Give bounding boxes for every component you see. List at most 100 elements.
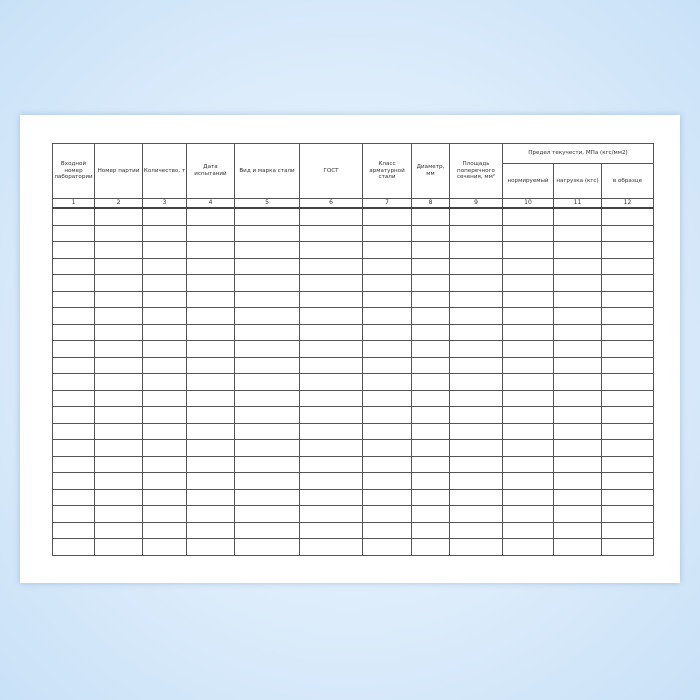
table-cell[interactable] (502, 422, 554, 440)
table-cell[interactable] (52, 356, 95, 374)
table-cell[interactable] (601, 373, 654, 391)
table-cell[interactable] (299, 538, 363, 556)
table-cell[interactable] (299, 505, 363, 523)
table-cell[interactable] (449, 472, 503, 490)
table-cell[interactable] (52, 224, 95, 242)
table-cell[interactable] (411, 439, 450, 457)
table-cell[interactable] (362, 257, 412, 275)
table-cell[interactable] (502, 290, 554, 308)
table-cell[interactable] (94, 340, 143, 358)
table-cell[interactable] (362, 521, 412, 539)
table-cell[interactable] (601, 439, 654, 457)
table-cell[interactable] (601, 323, 654, 341)
table-cell[interactable] (142, 290, 187, 308)
table-cell[interactable] (449, 389, 503, 407)
table-cell[interactable] (94, 274, 143, 292)
table-cell[interactable] (94, 323, 143, 341)
table-cell[interactable] (362, 290, 412, 308)
table-cell[interactable] (142, 257, 187, 275)
table-cell[interactable] (186, 257, 235, 275)
table-cell[interactable] (234, 257, 300, 275)
table-cell[interactable] (52, 422, 95, 440)
table-cell[interactable] (234, 340, 300, 358)
table-cell[interactable] (234, 290, 300, 308)
table-cell[interactable] (186, 274, 235, 292)
table-cell[interactable] (52, 488, 95, 506)
table-cell[interactable] (601, 274, 654, 292)
table-cell[interactable] (411, 340, 450, 358)
table-cell[interactable] (553, 521, 602, 539)
table-cell[interactable] (411, 455, 450, 473)
table-cell[interactable] (52, 307, 95, 325)
table-cell[interactable] (299, 241, 363, 259)
table-cell[interactable] (411, 373, 450, 391)
table-cell[interactable] (449, 373, 503, 391)
table-cell[interactable] (553, 505, 602, 523)
table-cell[interactable] (234, 373, 300, 391)
table-cell[interactable] (601, 307, 654, 325)
table-cell[interactable] (362, 488, 412, 506)
table-cell[interactable] (362, 538, 412, 556)
table-cell[interactable] (362, 207, 412, 226)
table-cell[interactable] (449, 274, 503, 292)
table-cell[interactable] (502, 323, 554, 341)
table-cell[interactable] (553, 340, 602, 358)
table-cell[interactable] (411, 307, 450, 325)
table-cell[interactable] (299, 455, 363, 473)
table-cell[interactable] (234, 538, 300, 556)
table-cell[interactable] (94, 257, 143, 275)
table-cell[interactable] (502, 373, 554, 391)
table-cell[interactable] (449, 241, 503, 259)
table-cell[interactable] (52, 290, 95, 308)
table-cell[interactable] (449, 207, 503, 226)
table-cell[interactable] (94, 241, 143, 259)
table-cell[interactable] (553, 274, 602, 292)
table-cell[interactable] (142, 373, 187, 391)
table-cell[interactable] (234, 307, 300, 325)
table-cell[interactable] (553, 241, 602, 259)
table-cell[interactable] (52, 323, 95, 341)
table-cell[interactable] (142, 406, 187, 424)
table-cell[interactable] (449, 323, 503, 341)
table-cell[interactable] (142, 356, 187, 374)
table-cell[interactable] (299, 406, 363, 424)
table-cell[interactable] (299, 207, 363, 226)
table-cell[interactable] (502, 505, 554, 523)
table-cell[interactable] (142, 521, 187, 539)
table-cell[interactable] (186, 356, 235, 374)
table-cell[interactable] (502, 356, 554, 374)
table-cell[interactable] (411, 521, 450, 539)
table-cell[interactable] (502, 406, 554, 424)
table-cell[interactable] (553, 257, 602, 275)
table-cell[interactable] (362, 472, 412, 490)
table-cell[interactable] (234, 488, 300, 506)
table-cell[interactable] (411, 505, 450, 523)
table-cell[interactable] (502, 389, 554, 407)
table-cell[interactable] (142, 241, 187, 259)
table-cell[interactable] (94, 455, 143, 473)
table-cell[interactable] (299, 521, 363, 539)
table-cell[interactable] (362, 356, 412, 374)
table-cell[interactable] (553, 538, 602, 556)
table-cell[interactable] (553, 207, 602, 226)
table-cell[interactable] (142, 340, 187, 358)
table-cell[interactable] (553, 488, 602, 506)
table-cell[interactable] (52, 505, 95, 523)
table-cell[interactable] (362, 323, 412, 341)
table-cell[interactable] (362, 241, 412, 259)
table-cell[interactable] (234, 323, 300, 341)
table-cell[interactable] (362, 406, 412, 424)
table-cell[interactable] (502, 439, 554, 457)
table-cell[interactable] (502, 521, 554, 539)
table-cell[interactable] (186, 290, 235, 308)
table-cell[interactable] (94, 224, 143, 242)
table-cell[interactable] (601, 488, 654, 506)
table-cell[interactable] (52, 340, 95, 358)
table-cell[interactable] (601, 505, 654, 523)
table-cell[interactable] (299, 340, 363, 358)
table-cell[interactable] (411, 406, 450, 424)
table-cell[interactable] (362, 373, 412, 391)
table-cell[interactable] (94, 207, 143, 226)
table-cell[interactable] (52, 373, 95, 391)
table-cell[interactable] (142, 224, 187, 242)
